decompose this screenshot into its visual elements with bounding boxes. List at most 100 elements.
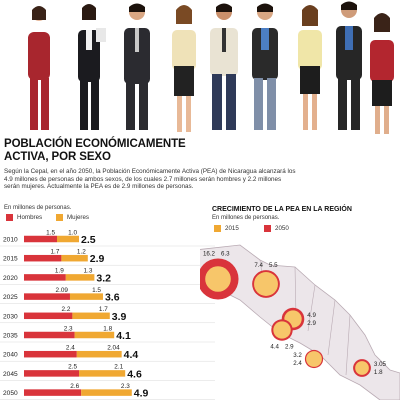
legend-swatch-mujeres [56,214,63,221]
value-label-mujeres: 2.3 [121,383,130,390]
bar-hombres [24,274,66,281]
value-label-2050: 4.9 [307,312,316,319]
value-label-2050: 3.05 [374,361,387,368]
bar-hombres [24,312,73,320]
year-tick-label: 2025 [3,294,18,301]
value-label-hombres: 1.7 [51,248,60,255]
value-label-2015: 5.5 [269,262,278,269]
page-title: POBLACIÓN ECONÓMICAMENTE ACTIVA, POR SEX… [4,138,186,163]
total-label: 3.2 [96,272,111,284]
year-tick-label: 2040 [3,352,18,359]
map-legend-2015: 2015 [214,225,239,232]
bubble-2015 [273,321,291,339]
map-legend-label-2015: 2015 [225,225,239,232]
total-label: 4.1 [116,330,131,342]
legend-label-hombres: Hombres [17,214,43,221]
bar-mujeres [76,350,122,358]
value-label-hombres: 2.5 [68,364,77,371]
value-label-mujeres: 1.3 [84,268,93,275]
total-label: 4.9 [134,388,149,400]
bar-mujeres [74,331,115,339]
person-figure [252,3,278,130]
value-label-2015: 2.9 [285,344,294,351]
value-label-mujeres: 1.8 [103,325,112,332]
person-figure [370,13,394,134]
value-label-hombres: 2.2 [62,306,71,313]
bar-mujeres [81,389,132,396]
legend-hombres: Hombres [6,214,42,221]
value-label-2015: 1.8 [374,369,383,376]
year-tick-label: 2045 [3,371,18,378]
value-label-hombres: 1.5 [46,229,55,236]
value-label-mujeres: 1.2 [77,248,86,255]
bubble-2015 [254,272,278,296]
map-legend-swatch-2050 [264,225,271,232]
year-tick-label: 2035 [3,333,18,340]
value-label-2015: 2.4 [293,360,302,367]
year-tick-label: 2020 [3,275,18,282]
bar-mujeres [57,235,79,243]
year-tick-label: 2030 [3,313,18,320]
total-label: 4.4 [124,349,139,361]
bar-hombres [24,370,79,377]
value-label-mujeres: 2.1 [114,364,123,371]
value-label-mujeres: 1.0 [68,229,77,236]
value-label-2015: 2.9 [307,320,316,327]
person-figure [336,1,362,130]
bar-mujeres [69,293,103,300]
units-note: En millones de personas. [4,205,72,211]
bar-hombres [24,389,82,396]
legend-swatch-hombres [6,214,13,221]
bar-mujeres [79,370,126,377]
bar-hombres [24,293,70,300]
value-label-hombres: 2.09 [56,287,69,294]
bar-hombres [24,350,77,358]
person-figure [172,5,196,132]
year-tick-label: 2010 [3,237,18,244]
bar-hombres [24,235,57,243]
bubble-layer: 16.2 6.37.4 5.54.92.94.4 2.93.22.4 3.051.8 [200,250,387,377]
map-title: CRECIMIENTO DE LA PEA EN LA REGIÓN [212,206,352,213]
legend-mujeres: Mujeres [56,214,89,221]
value-label-hombres: 2.4 [66,344,75,351]
bubble-2015 [355,361,369,375]
map-legend-swatch-2015 [214,225,221,232]
person-figure [298,5,322,130]
map-units-note: En millones de personas. [212,215,280,221]
bubble-2015 [205,266,231,292]
region-bubble-map: 16.2 6.37.4 5.54.92.94.4 2.93.22.4 3.051.8 [200,244,400,400]
legend-label-mujeres: Mujeres [67,214,90,221]
value-label-2050: 7.4 [254,262,263,269]
year-tick-label: 2015 [3,256,18,263]
map-legend-2050: 2050 [264,225,289,232]
total-label: 2.5 [81,234,96,246]
value-label-2015: 6.3 [221,250,230,257]
value-label-2050: 4.4 [270,344,279,351]
bar-mujeres [65,274,95,281]
value-label-2050: 3.2 [293,352,302,359]
value-label-mujeres: 1.7 [99,306,108,313]
pea-bar-chart: 2010 1.5 1.0 2.5 2015 1.7 1.2 2.9 2020 1.9 1.33.2 2… [0,229,215,400]
total-label: 2.9 [90,253,105,265]
value-label-hombres: 1.9 [55,268,64,275]
intro-paragraph: Según la Cepal, en el año 2050, la Pobla… [4,168,296,191]
bar-mujeres [61,254,88,262]
value-label-hombres: 2.3 [64,325,73,332]
person-figure [78,4,106,130]
total-label: 3.9 [112,311,127,323]
value-label-mujeres: 2.04 [107,344,120,351]
value-label-hombres: 2.6 [70,383,79,390]
bubble-2015 [306,351,322,367]
person-figure [28,6,50,130]
person-figure [124,3,150,130]
year-tick-label: 2050 [3,390,18,397]
value-label-2050: 16.2 [203,250,216,257]
value-label-mujeres: 1.5 [92,287,101,294]
total-label: 4.6 [127,368,142,380]
map-legend-label-2050: 2050 [275,225,289,232]
person-figure [210,3,238,130]
bar-mujeres [72,312,110,320]
total-label: 3.6 [105,292,120,304]
workers-illustration [28,1,394,134]
bar-hombres [24,331,75,339]
